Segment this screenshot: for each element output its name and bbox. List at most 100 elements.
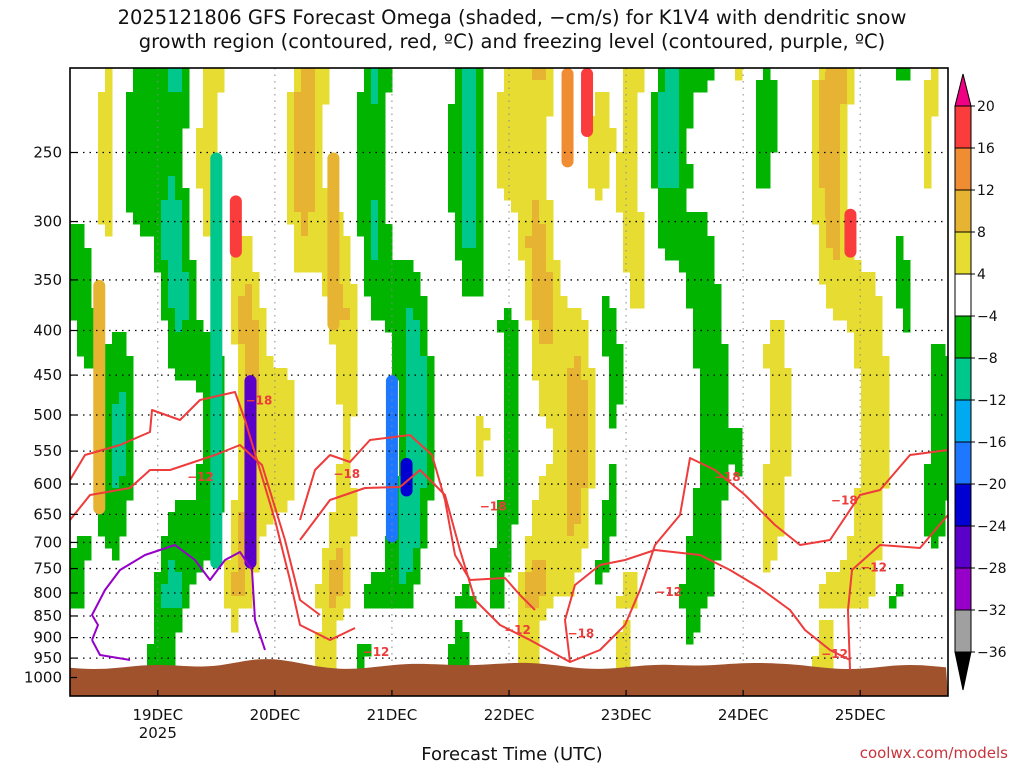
omega-cell [399,356,407,369]
omega-cell [679,128,687,141]
omega-cell [539,68,547,81]
omega-cell [770,488,778,501]
omega-cell [546,236,554,249]
omega-cell [231,596,239,609]
y-tick-label: 700 [33,533,62,551]
omega-cell [189,356,197,369]
omega-cell [539,200,547,213]
omega-cell [427,416,435,429]
omega-cell [98,176,106,189]
omega-cell [238,332,246,345]
omega-cell [413,464,421,477]
omega-cell [98,152,106,165]
omega-cell [273,488,281,501]
omega-cell [938,476,946,489]
omega-cell [168,116,176,129]
omega-cell [196,476,204,489]
omega-cell [546,284,554,297]
omega-cell [602,332,610,345]
omega-cell [609,140,617,153]
omega-cell [511,332,519,345]
omega-cell [581,512,589,525]
omega-cell [679,236,687,249]
omega-cell [518,176,526,189]
omega-cell [77,284,85,297]
omega-cell [931,80,939,93]
omega-cell [539,236,547,249]
omega-cell [567,572,575,585]
omega-cell [616,164,624,177]
omega-cell [259,392,267,405]
omega-cell [315,68,323,81]
omega-cell [357,224,365,237]
omega-cell [406,440,414,453]
omega-cell [273,416,281,429]
omega-cell [763,92,771,105]
omega-cell [399,548,407,561]
omega-cell [567,356,575,369]
omega-cell [287,404,295,417]
omega-cell [168,200,176,213]
omega-cell [511,404,519,417]
omega-cell [875,536,883,549]
omega-cell [161,236,169,249]
omega-cell [672,188,680,201]
omega-cell [371,224,379,237]
y-tick-label: 250 [33,144,62,162]
omega-cell [287,464,295,477]
omega-cell [105,176,113,189]
omega-cell [350,344,358,357]
omega-cell [448,644,456,657]
omega-cell [336,320,344,333]
omega-cell [315,248,323,261]
omega-cell [679,248,687,261]
omega-cell [504,404,512,417]
omega-cell [812,212,820,225]
omega-cell [546,596,554,609]
omega-cell [364,248,372,261]
omega-cell [756,116,764,129]
omega-cell [364,236,372,249]
omega-cell [224,560,232,573]
omega-cell [203,380,211,393]
omega-cell [532,128,540,141]
omega-cell [420,320,428,333]
omega-cell [266,440,274,453]
omega-cell [630,584,638,597]
omega-cell [154,248,162,261]
omega-cell [868,320,876,333]
omega-cell [455,140,463,153]
omega-cell [70,572,78,585]
omega-cell [539,380,547,393]
omega-cell [476,176,484,189]
omega-cell [329,548,337,561]
omega-cell [161,572,169,585]
omega-cell [168,644,176,657]
omega-cell [721,464,729,477]
omega-cell [812,92,820,105]
omega-cell [847,80,855,93]
omega-cell [763,152,771,165]
omega-cell [238,536,246,549]
omega-cell [826,572,834,585]
contours [70,391,948,671]
omega-cell [896,584,904,597]
omega-cell [133,116,141,129]
omega-cell [427,368,435,381]
omega-cell [700,584,708,597]
omega-cell [385,80,393,93]
omega-cell [630,176,638,189]
omega-cell [945,404,948,417]
omega-cell [623,104,631,117]
omega-cell [840,152,848,165]
omega-cell [448,152,456,165]
omega-cell [126,428,134,441]
omega-cell [322,224,330,237]
omega-cell [567,440,575,453]
omega-cell [105,188,113,201]
omega-cell [252,356,260,369]
omega-cell [763,68,771,81]
omega-cell [196,332,204,345]
omega-cell [84,536,92,549]
omega-cell [609,476,617,489]
